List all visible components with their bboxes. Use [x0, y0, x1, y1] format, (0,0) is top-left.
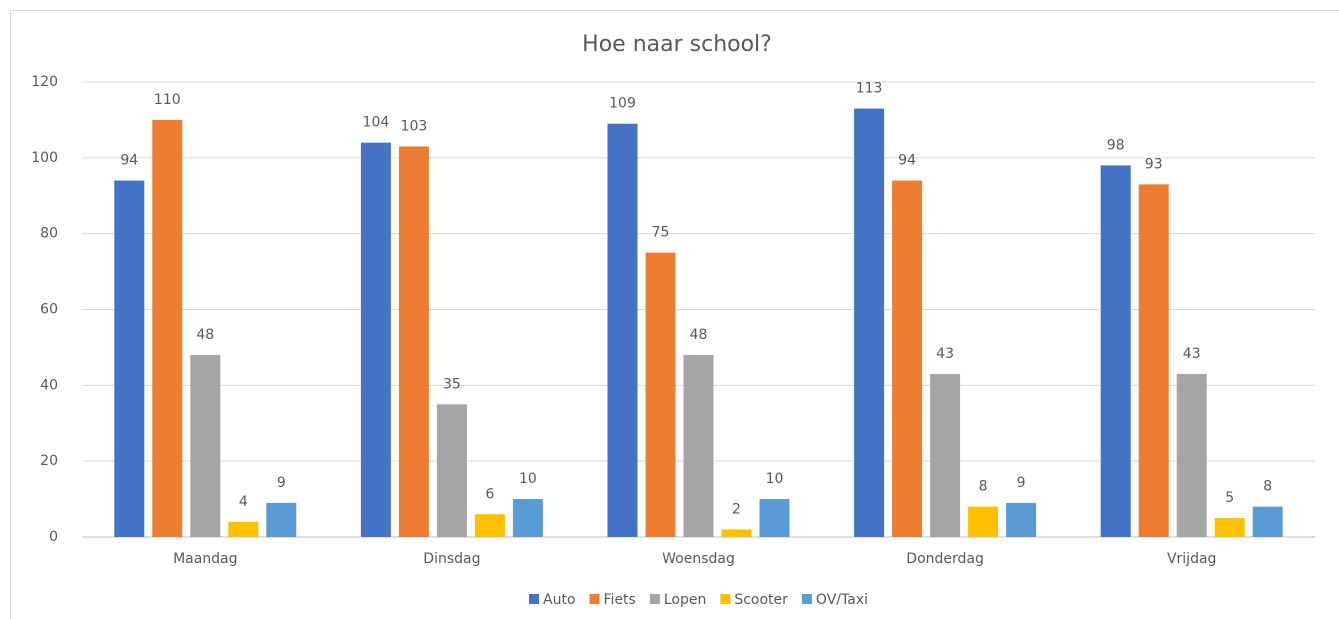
data-label: 48	[196, 327, 214, 343]
y-tick-label: 20	[40, 453, 58, 469]
y-tick-label: 40	[40, 377, 58, 393]
bar	[228, 521, 259, 537]
x-tick-label: Woensdag	[662, 551, 735, 567]
y-tick-label: 60	[40, 302, 58, 318]
data-label: 104	[363, 115, 390, 131]
data-label: 75	[652, 225, 670, 241]
y-tick-label: 80	[40, 226, 58, 242]
bar	[968, 506, 999, 537]
bar	[1100, 165, 1131, 537]
legend-swatch	[529, 594, 540, 604]
x-tick-label: Donderdag	[906, 551, 984, 567]
bar	[1006, 502, 1037, 537]
x-tick-label: Dinsdag	[423, 551, 480, 567]
y-tick-label: 100	[31, 150, 58, 166]
data-label: 5	[1225, 490, 1234, 506]
data-label: 43	[1183, 346, 1201, 362]
data-label: 4	[239, 494, 248, 510]
x-tick-label: Maandag	[173, 551, 237, 567]
bar	[892, 180, 923, 538]
bar	[512, 499, 543, 537]
bar	[360, 142, 391, 537]
data-label: 2	[732, 501, 741, 517]
bar	[436, 404, 467, 537]
data-label: 48	[690, 327, 708, 343]
data-label: 10	[766, 471, 784, 487]
data-label: 98	[1107, 137, 1125, 153]
data-label: 93	[1145, 156, 1163, 172]
legend-swatch	[649, 594, 660, 604]
data-label: 9	[1017, 475, 1026, 491]
data-label: 8	[979, 479, 988, 495]
data-label: 10	[519, 471, 537, 487]
legend-label: Fiets	[604, 592, 636, 608]
bar	[398, 146, 429, 538]
data-label: 113	[856, 81, 883, 97]
data-label: 109	[609, 96, 636, 112]
bar	[1138, 184, 1169, 537]
data-label: 6	[485, 486, 494, 502]
legend-swatch	[589, 594, 600, 604]
bar	[759, 499, 790, 537]
bar	[1214, 518, 1245, 537]
data-label: 94	[120, 153, 138, 169]
legend-label: Auto	[543, 592, 576, 608]
data-label: 35	[443, 376, 461, 392]
data-label: 103	[401, 118, 428, 134]
data-label: 110	[154, 92, 181, 108]
bar	[474, 514, 505, 537]
data-label: 8	[1263, 479, 1272, 495]
bar	[114, 180, 145, 538]
bar	[645, 252, 676, 537]
legend-swatch	[720, 594, 731, 604]
bar	[930, 373, 961, 537]
bar	[266, 502, 297, 537]
bar	[1176, 373, 1207, 537]
y-tick-label: 0	[49, 529, 58, 545]
data-label: 94	[898, 153, 916, 169]
bar	[854, 108, 885, 538]
data-label: 43	[936, 346, 954, 362]
data-label: 9	[277, 475, 286, 491]
bar	[607, 123, 638, 537]
bar	[1252, 506, 1283, 537]
y-tick-label: 120	[31, 74, 58, 90]
bar	[683, 355, 714, 537]
x-tick-label: Vrijdag	[1167, 551, 1216, 567]
bar	[721, 529, 752, 537]
legend-swatch	[801, 594, 812, 604]
legend-label: OV/Taxi	[816, 592, 868, 608]
legend-label: Scooter	[734, 592, 788, 608]
legend-label: Lopen	[664, 592, 707, 608]
chart-title: Hoe naar school?	[582, 32, 772, 57]
bar	[152, 119, 183, 538]
bar	[190, 355, 221, 537]
